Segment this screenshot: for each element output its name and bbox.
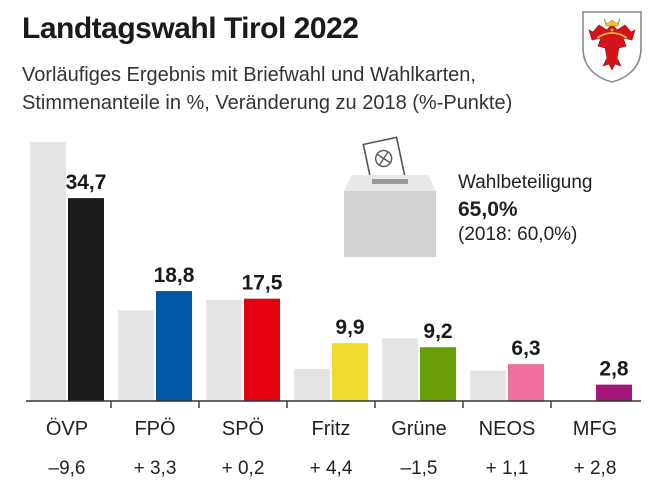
bar-2018-1 — [118, 310, 154, 401]
category-label-5: NEOS — [479, 418, 536, 440]
turnout-label: Wahlbeteiligung — [458, 172, 593, 193]
turnout-previous: (2018: 60,0%) — [458, 224, 578, 245]
value-label-2: 17,5 — [242, 272, 283, 295]
chart-subtitle-line-1: Vorläufiges Ergebnis mit Briefwahl und W… — [22, 64, 476, 86]
bar-2018-4 — [382, 338, 418, 401]
value-label-1: 18,8 — [154, 264, 195, 287]
bar-2022-3 — [332, 343, 368, 401]
bar-2018-5 — [470, 370, 506, 401]
change-label-1: + 3,3 — [134, 458, 177, 479]
bar-2022-4 — [420, 347, 456, 401]
value-label-4: 9,2 — [423, 320, 452, 343]
change-label-2: + 0,2 — [222, 458, 265, 479]
bar-2022-0 — [68, 198, 104, 401]
change-label-6: + 2,8 — [574, 458, 617, 479]
category-label-3: Fritz — [312, 418, 351, 440]
change-label-0: –9,6 — [49, 458, 86, 479]
value-label-3: 9,9 — [335, 316, 364, 339]
turnout-value: 65,0% — [458, 198, 518, 221]
chart-subtitle-line-2: Stimmenanteile in %, Veränderung zu 2018… — [22, 92, 513, 114]
category-label-0: ÖVP — [46, 418, 88, 440]
value-label-5: 6,3 — [511, 337, 540, 360]
bar-2022-6 — [596, 384, 632, 401]
bar-2018-3 — [294, 368, 330, 401]
value-label-6: 2,8 — [599, 358, 629, 381]
change-label-4: –1,5 — [401, 458, 438, 479]
bar-2018-0 — [30, 142, 66, 401]
bar-2022-5 — [508, 364, 544, 401]
bar-2022-2 — [244, 298, 280, 401]
bar-2022-1 — [156, 291, 192, 401]
bar-2018-2 — [206, 299, 242, 401]
category-label-4: Grüne — [391, 418, 447, 440]
tyrol-crest-icon — [582, 11, 642, 83]
chart-title: Landtagswahl Tirol 2022 — [22, 12, 359, 45]
change-label-5: + 1,1 — [486, 458, 529, 479]
category-label-1: FPÖ — [134, 418, 175, 440]
ballot-box-icon — [344, 136, 436, 257]
change-label-3: + 4,4 — [310, 458, 353, 479]
value-label-0: 34,7 — [66, 171, 107, 194]
category-label-2: SPÖ — [222, 418, 264, 440]
category-label-6: MFG — [573, 418, 617, 440]
